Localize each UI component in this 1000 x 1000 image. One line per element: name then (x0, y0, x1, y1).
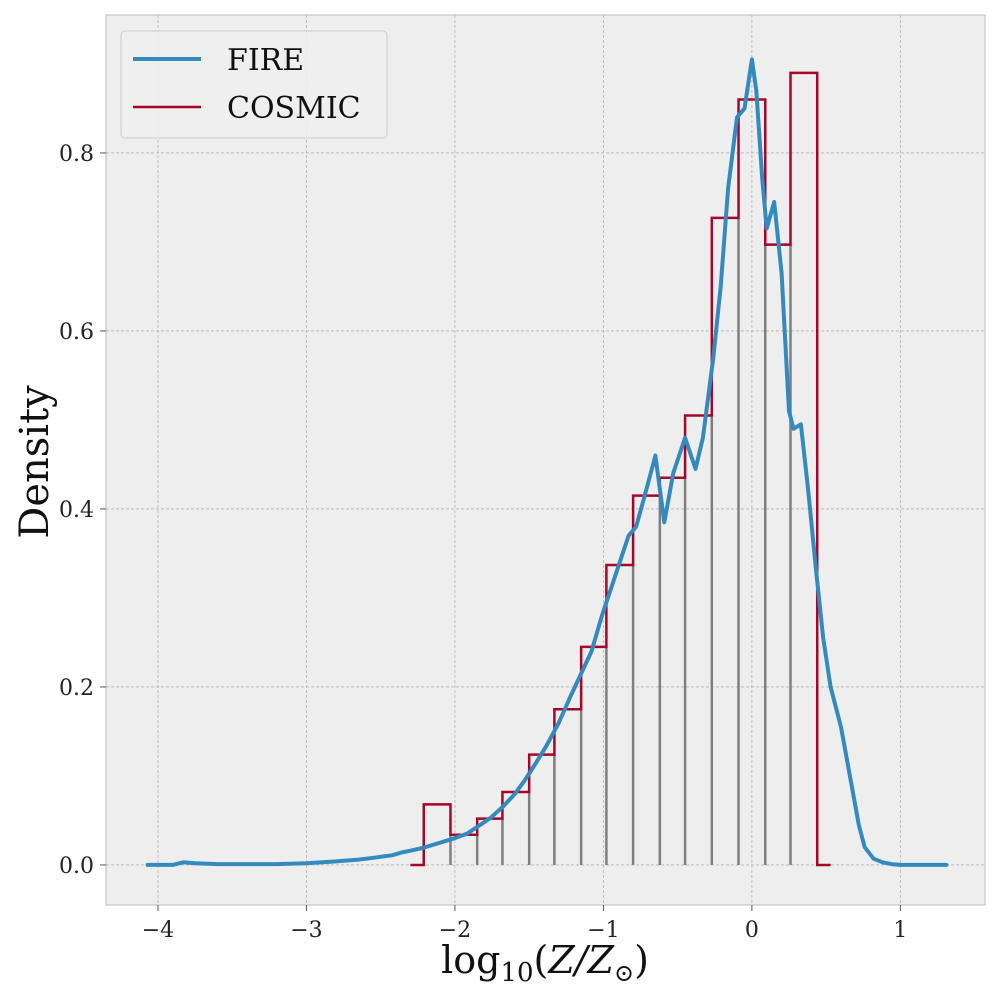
x-tick-label: 0 (745, 918, 759, 943)
x-tick-label: −1 (587, 918, 619, 943)
y-tick-label: 0.0 (59, 854, 94, 879)
x-axis-title: log10(Z/Z⊙) (441, 938, 649, 988)
x-axis-title-close-paren: ) (634, 938, 649, 982)
x-tick-label: 1 (893, 918, 907, 943)
y-tick-label: 0.6 (59, 320, 94, 345)
x-axis-title-subscript: 10 (500, 958, 533, 988)
x-axis-title-slash: / (571, 938, 591, 982)
fire-line-series (145, 57, 949, 867)
x-axis-title-open-paren: ( (534, 938, 549, 982)
x-tick-label: −3 (290, 918, 322, 943)
y-axis-title: Density (12, 385, 58, 539)
y-axis-ticks: 0.0 0.2 0.4 0.6 0.8 (59, 142, 106, 879)
x-tick-label: −2 (439, 918, 471, 943)
fire-line (145, 57, 949, 867)
legend-fire-label: FIRE (227, 43, 304, 78)
x-axis-title-z: Z (547, 938, 575, 982)
y-tick-label: 0.4 (59, 498, 94, 523)
x-axis-title-sun-symbol: ⊙ (614, 959, 634, 987)
y-tick-label: 0.2 (59, 676, 94, 701)
y-tick-label: 0.8 (59, 142, 94, 167)
x-tick-label: −4 (142, 918, 174, 943)
grid (106, 15, 985, 905)
x-axis-title-log: log (441, 938, 500, 982)
x-axis-title-z-sun: Z (587, 938, 615, 982)
legend: FIRE COSMIC (120, 30, 388, 139)
legend-cosmic-label: COSMIC (227, 91, 361, 126)
plot-area (105, 14, 986, 906)
x-axis-ticks: −4 −3 −2 −1 0 1 (142, 905, 907, 943)
